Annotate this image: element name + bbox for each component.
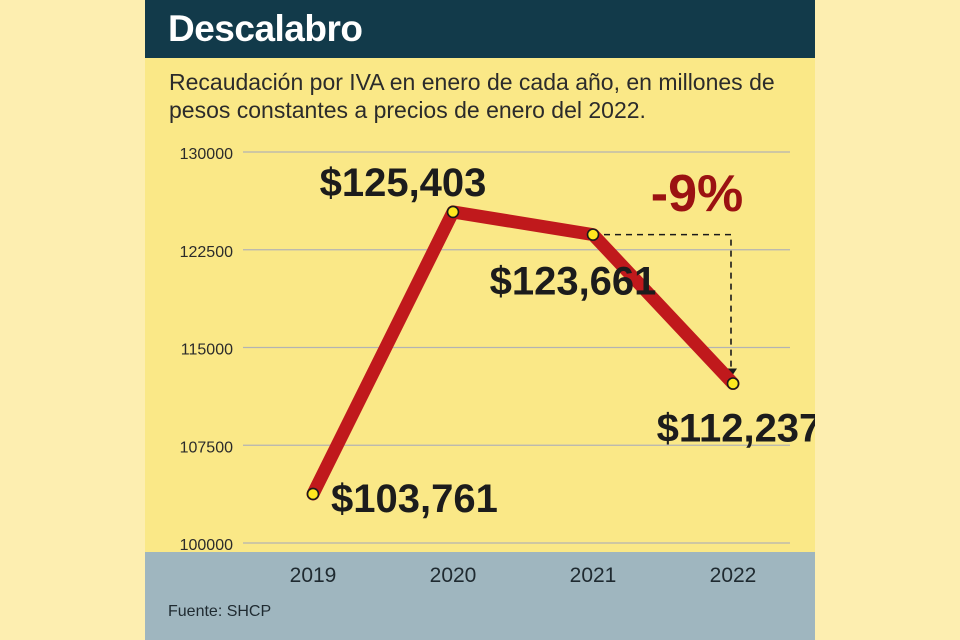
- y-tick-label: 122500: [180, 244, 233, 261]
- infographic-card: Descalabro Recaudación por IVA en enero …: [145, 0, 815, 640]
- change-dashed-line: [593, 233, 732, 371]
- series-line: [306, 205, 740, 501]
- data-point: [726, 377, 740, 390]
- data-label: $112,237: [657, 407, 815, 451]
- data-point: [446, 205, 460, 219]
- y-tick-label: 107500: [180, 439, 233, 456]
- data-point: [306, 487, 320, 501]
- y-tick-label: 130000: [180, 146, 233, 163]
- title-bar: Descalabro: [145, 0, 815, 58]
- footer-band: [145, 552, 815, 640]
- source-note: Fuente: SHCP: [168, 603, 272, 620]
- x-tick-label: 2020: [430, 564, 477, 587]
- data-labels: $103,761 $125,403 $123,661 $112,237: [320, 161, 815, 521]
- x-tick-labels: 2019 2020 2021 2022: [290, 564, 757, 587]
- chart-subtitle: Recaudación por IVA en enero de cada año…: [169, 69, 775, 123]
- x-tick-label: 2021: [570, 564, 617, 587]
- data-label: $123,661: [490, 260, 657, 304]
- chart-title: Descalabro: [168, 8, 363, 49]
- y-tick-labels: 130000 122500 115000 107500 100000: [180, 146, 233, 554]
- data-points: [306, 205, 740, 501]
- y-tick-label: 115000: [181, 342, 233, 359]
- x-tick-label: 2022: [710, 564, 757, 587]
- data-point: [586, 228, 600, 241]
- change-label: -9%: [651, 165, 743, 223]
- x-tick-label: 2019: [290, 564, 337, 587]
- data-label: $125,403: [320, 161, 487, 205]
- series-polyline: [306, 205, 740, 501]
- data-label: $103,761: [331, 477, 498, 521]
- y-tick-label: 100000: [180, 537, 233, 554]
